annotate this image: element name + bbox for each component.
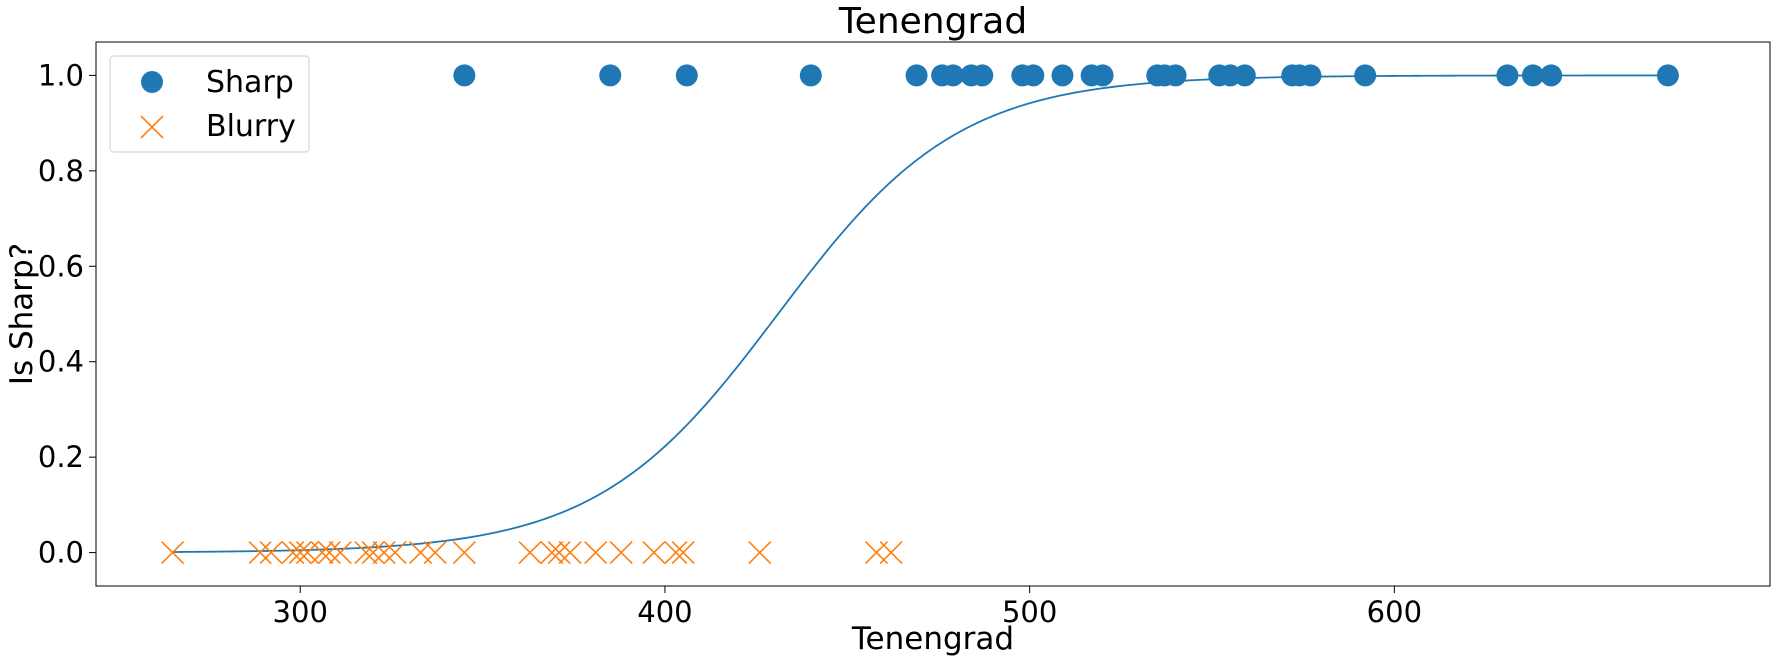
sharp-point (905, 64, 928, 87)
blurry-point (879, 541, 903, 565)
y-axis-title: Is Sharp? (4, 243, 40, 385)
y-tick-label: 1.0 (38, 58, 84, 92)
data-points-layer (161, 64, 1679, 565)
blurry-point (540, 541, 564, 565)
y-axis-ticks: 0.0 0.2 0.4 0.6 0.8 1.0 (38, 58, 96, 570)
blurry-point (642, 541, 666, 565)
legend: Sharp Blurry (109, 55, 310, 153)
blurry-point (259, 541, 283, 565)
blurry-point (547, 541, 571, 565)
blurry-point (361, 541, 385, 565)
blurry-point (558, 541, 582, 565)
sharp-point (599, 64, 622, 87)
sharp-point (1354, 64, 1377, 87)
sharp-point (1521, 64, 1544, 87)
legend-sharp-label: Sharp (206, 65, 294, 100)
blurry-point (664, 541, 688, 565)
x-tick-label: 300 (273, 595, 328, 629)
blurry-point (328, 541, 352, 565)
blurry-point (310, 541, 334, 565)
sharp-point (1540, 64, 1563, 87)
blurry-point (609, 541, 633, 565)
blurry-point (518, 541, 542, 565)
x-axis-title: Tenengrad (851, 621, 1014, 657)
x-tick-label: 500 (1002, 595, 1057, 629)
fit-curve-layer (172, 74, 1668, 553)
blurry-point (423, 541, 447, 565)
legend-blurry-label: Blurry (206, 109, 296, 144)
blurry-point (354, 541, 378, 565)
blurry-point (161, 541, 185, 565)
sharp-point (1091, 64, 1114, 87)
x-tick-label: 400 (637, 595, 692, 629)
x-axis-ticks: 300 400 500 600 (273, 586, 1422, 629)
sharp-point (1233, 64, 1256, 87)
legend-sharp-marker (141, 71, 163, 93)
blurry-point (317, 541, 341, 565)
blurry-point (288, 541, 312, 565)
sharp-point (1164, 64, 1187, 87)
plot-frame (95, 41, 1771, 587)
x-tick-label: 600 (1367, 595, 1422, 629)
sharp-point (971, 64, 994, 87)
chart-title: Tenengrad (838, 1, 1027, 42)
blurry-point (671, 541, 695, 565)
blurry-point (584, 541, 608, 565)
sharp-point (1656, 64, 1679, 87)
blurry-point (248, 541, 272, 565)
y-tick-label: 0.0 (38, 536, 84, 570)
sharp-point (799, 64, 822, 87)
legend-blurry-marker (140, 115, 164, 139)
blurry-point (383, 541, 407, 565)
y-tick-label: 0.6 (38, 249, 84, 283)
y-tick-label: 0.8 (38, 154, 84, 188)
y-tick-label: 0.4 (38, 345, 84, 379)
blurry-point (452, 541, 476, 565)
sharp-point (942, 64, 965, 87)
sharp-point (453, 64, 476, 87)
sharp-point (1022, 64, 1045, 87)
sharp-point (1496, 64, 1519, 87)
y-tick-label: 0.2 (38, 440, 84, 474)
sharp-point (1299, 64, 1322, 87)
blurry-point (748, 541, 772, 565)
blurry-point (372, 541, 396, 565)
logistic-fit-curve (172, 74, 1668, 553)
sharp-point (1051, 64, 1074, 87)
sharp-point (675, 64, 698, 87)
